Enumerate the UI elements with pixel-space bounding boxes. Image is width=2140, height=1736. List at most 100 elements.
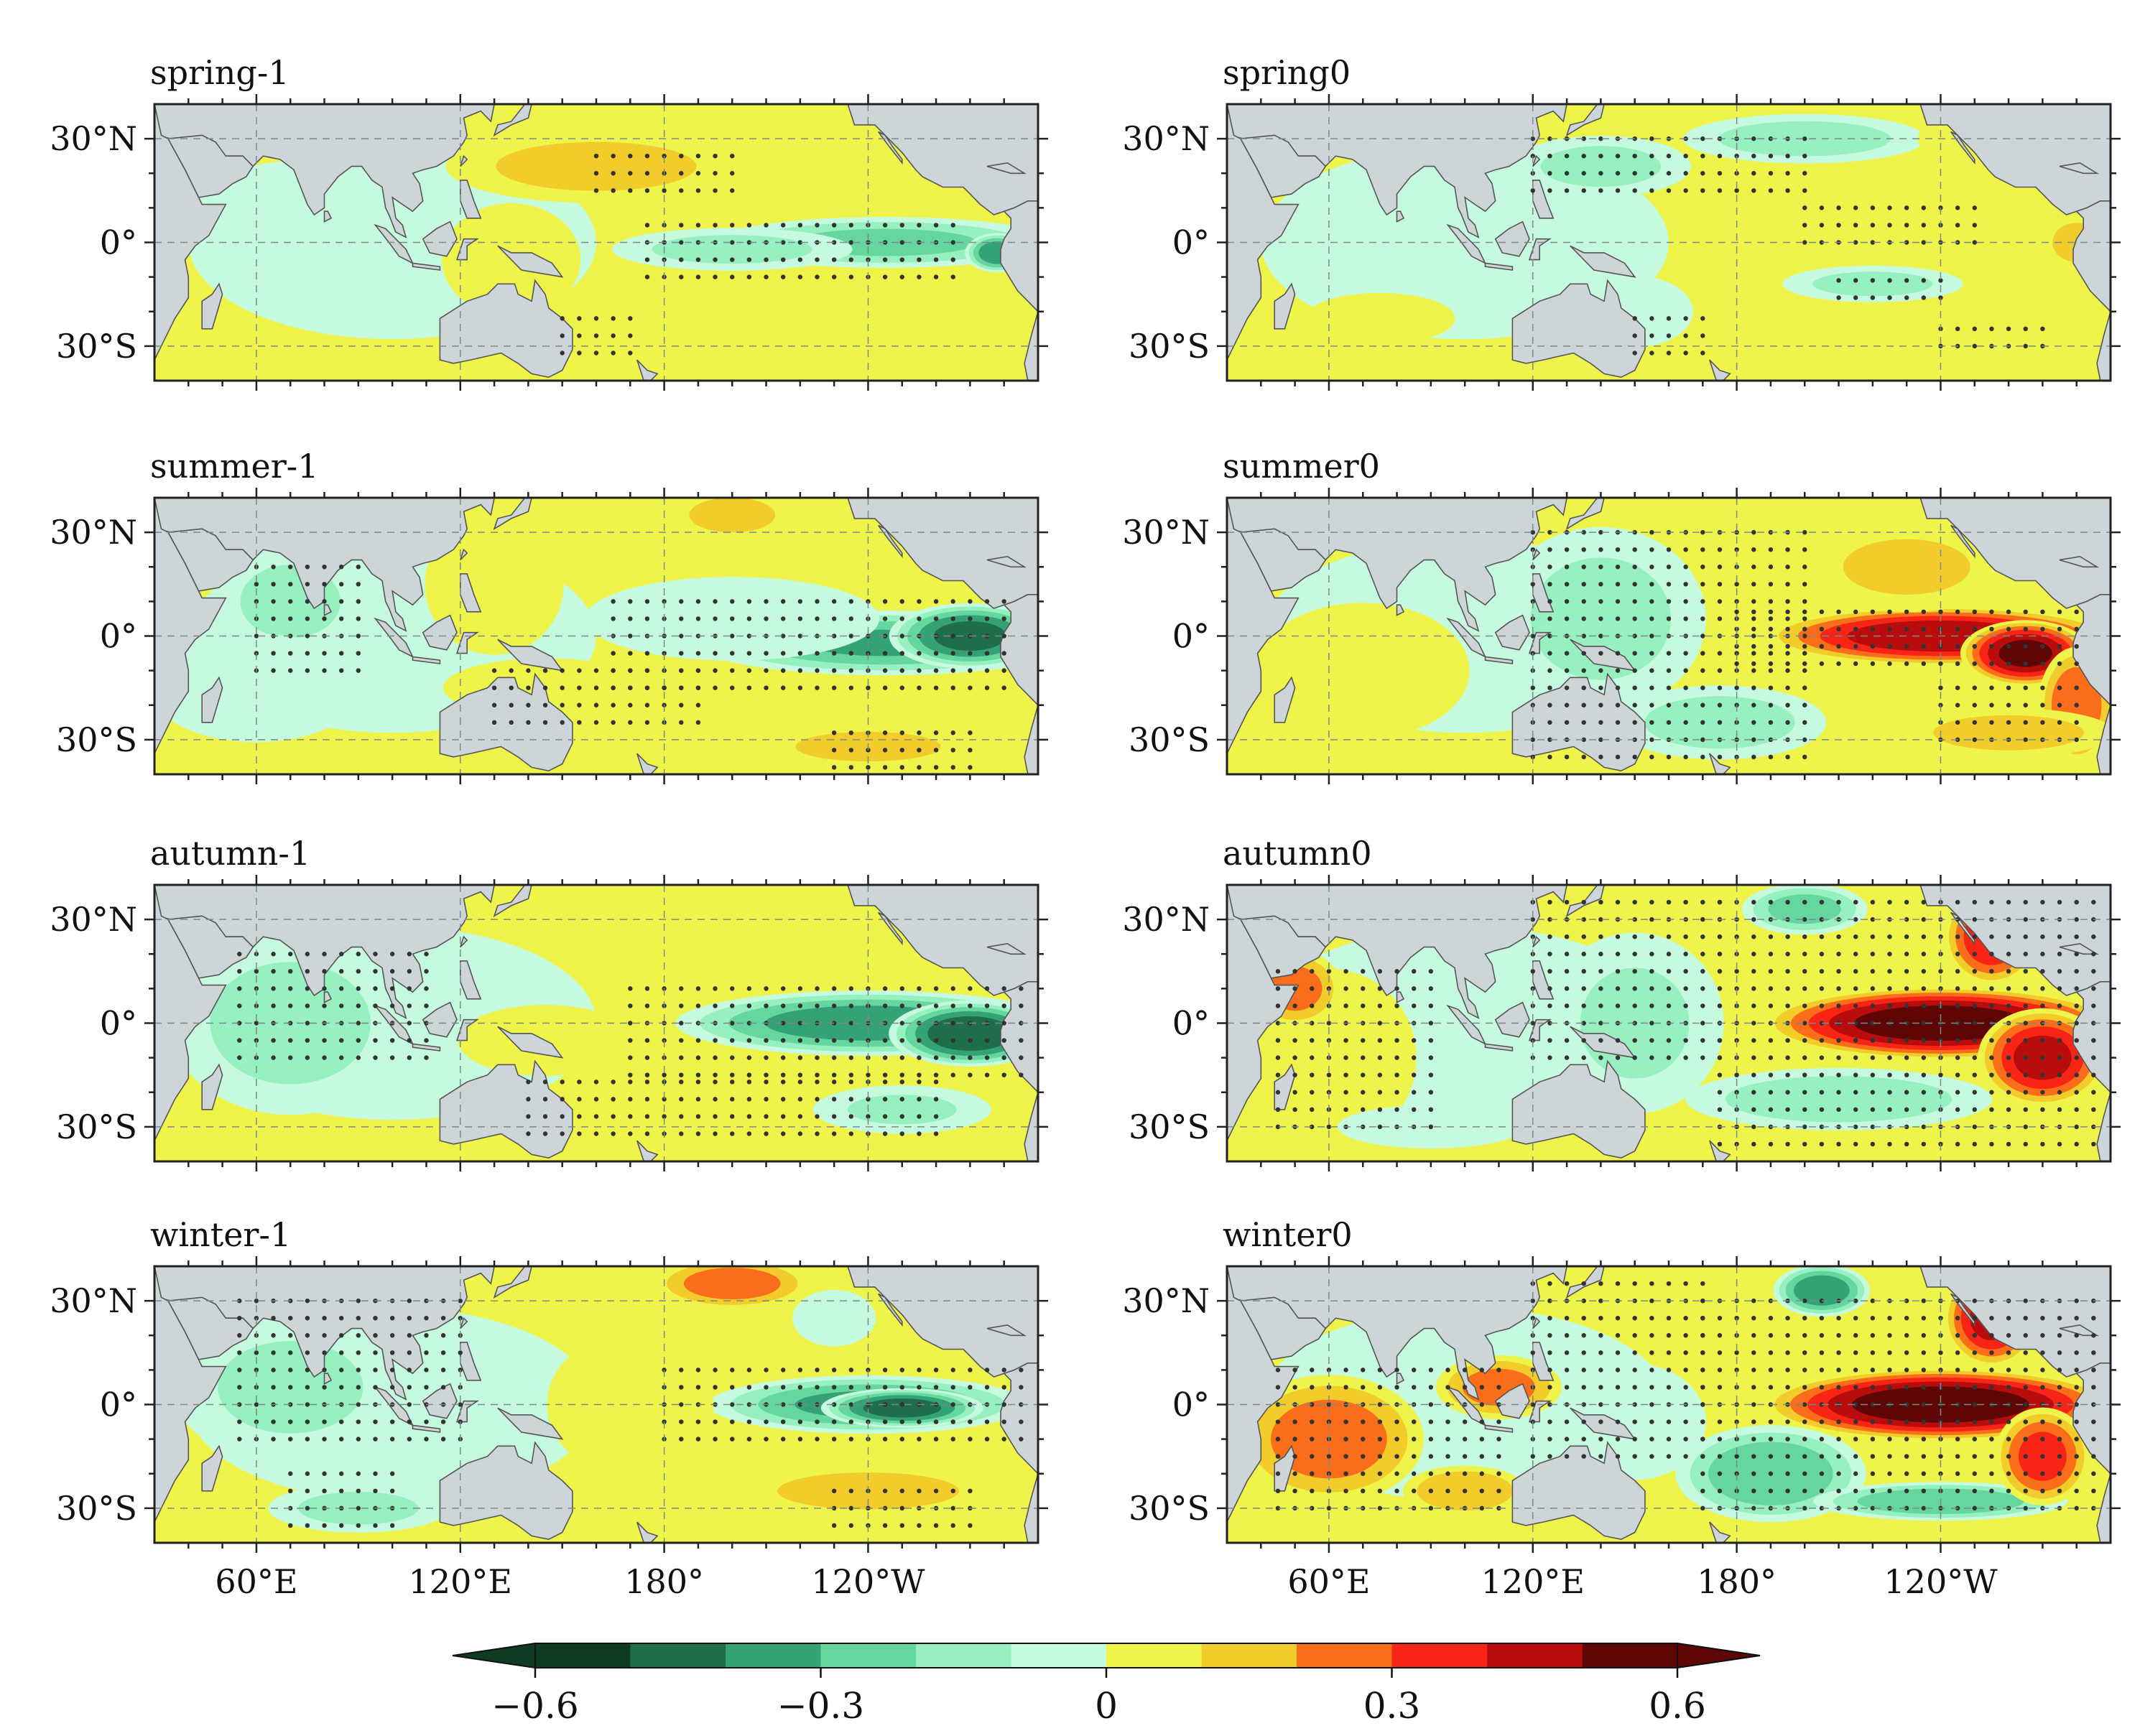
stipple-dot xyxy=(797,1072,803,1077)
stipple-dot xyxy=(254,1350,259,1355)
stipple-dot xyxy=(1853,1055,1858,1060)
stipple-dot xyxy=(407,1419,412,1424)
stipple-dot xyxy=(679,1038,684,1043)
stipple-dot xyxy=(1887,644,1892,649)
stipple-dot xyxy=(1836,661,1841,667)
stipple-dot xyxy=(1649,1055,1654,1060)
stipple-dot xyxy=(1615,1350,1621,1355)
stipple-dot xyxy=(933,1072,939,1077)
stipple-dot xyxy=(2057,1038,2062,1043)
stipple-dot xyxy=(882,1080,888,1085)
stipple-dot xyxy=(2040,952,2045,957)
stipple-dot xyxy=(917,1114,922,1119)
field-contour xyxy=(425,514,564,655)
stipple-dot xyxy=(1921,1350,1927,1355)
landmass-taiwan xyxy=(460,548,468,561)
stipple-dot xyxy=(1428,1402,1434,1407)
stipple-dot xyxy=(1785,1368,1790,1373)
stipple-dot xyxy=(968,599,973,604)
stipple-dot xyxy=(1632,153,1637,159)
stipple-dot xyxy=(1581,668,1586,673)
stipple-dot xyxy=(780,633,786,639)
stipple-dot xyxy=(1411,1454,1417,1459)
stipple-dot xyxy=(1700,934,1705,939)
stipple-dot xyxy=(2040,1333,2045,1338)
stipple-dot xyxy=(1768,599,1774,604)
stipple-dot xyxy=(322,1385,327,1390)
stipple-dot xyxy=(1683,1436,1688,1442)
stipple-dot xyxy=(815,1080,820,1085)
stipple-dot xyxy=(2074,1141,2079,1147)
stipple-dot xyxy=(2040,1385,2045,1390)
stipple-dot xyxy=(831,668,837,673)
stipple-dot xyxy=(1310,1072,1315,1077)
stipple-dot xyxy=(899,986,904,991)
stipple-dot xyxy=(1819,1315,1825,1321)
stipple-dot xyxy=(950,616,955,621)
stipple-dot xyxy=(389,969,395,974)
stipple-dot xyxy=(780,1114,786,1119)
stipple-dot xyxy=(271,1333,276,1338)
field-contour xyxy=(689,498,776,533)
stipple-dot xyxy=(1581,969,1586,974)
stipple-dot xyxy=(899,1003,904,1008)
stipple-dot xyxy=(1717,668,1723,673)
stipple-dot xyxy=(1751,1454,1756,1459)
stipple-dot xyxy=(1802,916,1807,922)
stipple-dot xyxy=(1001,1055,1006,1060)
stipple-dot xyxy=(1887,1315,1892,1321)
stipple-dot xyxy=(1001,616,1006,621)
stipple-dot xyxy=(695,986,701,991)
stipple-dot xyxy=(1700,136,1705,141)
stipple-dot xyxy=(1001,633,1006,639)
stipple-dot xyxy=(288,952,293,957)
stipple-dot xyxy=(338,1368,344,1373)
stipple-dot xyxy=(1394,1385,1399,1390)
stipple-dot xyxy=(730,1131,735,1136)
stipple-dot xyxy=(407,1038,412,1043)
stipple-dot xyxy=(1445,1454,1450,1459)
stipple-dot xyxy=(2023,1402,2028,1407)
stipple-dot xyxy=(288,1003,293,1008)
stipple-dot xyxy=(1547,188,1552,193)
stipple-dot xyxy=(882,1368,888,1373)
stipple-dot xyxy=(1530,685,1535,690)
stipple-dot xyxy=(2074,1298,2079,1304)
stipple-dot xyxy=(338,986,344,991)
stipple-dot xyxy=(1019,986,1024,991)
stipple-dot xyxy=(2006,626,2011,632)
stipple-dot xyxy=(1887,223,1892,228)
stipple-dot xyxy=(1836,986,1841,991)
stipple-dot xyxy=(1683,899,1688,905)
stipple-dot xyxy=(797,240,803,245)
stipple-dot xyxy=(628,685,633,690)
stipple-dot xyxy=(797,1368,803,1373)
stipple-dot xyxy=(338,1350,344,1355)
stipple-dot xyxy=(1768,1368,1774,1373)
landmass-madagascar xyxy=(201,1063,223,1110)
stipple-dot xyxy=(1632,599,1637,604)
stipple-dot xyxy=(2057,1471,2062,1476)
stipple-dot xyxy=(1411,1419,1417,1424)
stipple-dot xyxy=(1683,969,1688,974)
stipple-dot xyxy=(1989,609,1994,615)
stipple-dot xyxy=(1615,952,1621,957)
stipple-dot xyxy=(1904,223,1909,228)
landmass-cuba xyxy=(986,555,1027,568)
stipple-dot xyxy=(1649,754,1654,760)
colorbar-bin xyxy=(535,1643,631,1668)
stipple-dot xyxy=(968,1003,973,1008)
stipple-dot xyxy=(271,1038,276,1043)
stipple-dot xyxy=(764,668,769,673)
stipple-dot xyxy=(899,1505,904,1511)
stipple-dot xyxy=(2006,899,2011,905)
stipple-dot xyxy=(1462,1454,1468,1459)
stipple-dot xyxy=(1615,1003,1621,1008)
stipple-dot xyxy=(560,1080,565,1085)
stipple-dot xyxy=(1989,899,1994,905)
stipple-dot xyxy=(1717,899,1723,905)
stipple-dot xyxy=(695,1003,701,1008)
stipple-dot xyxy=(1598,1021,1603,1026)
stipple-dot xyxy=(2006,1350,2011,1355)
stipple-dot xyxy=(1581,986,1586,991)
